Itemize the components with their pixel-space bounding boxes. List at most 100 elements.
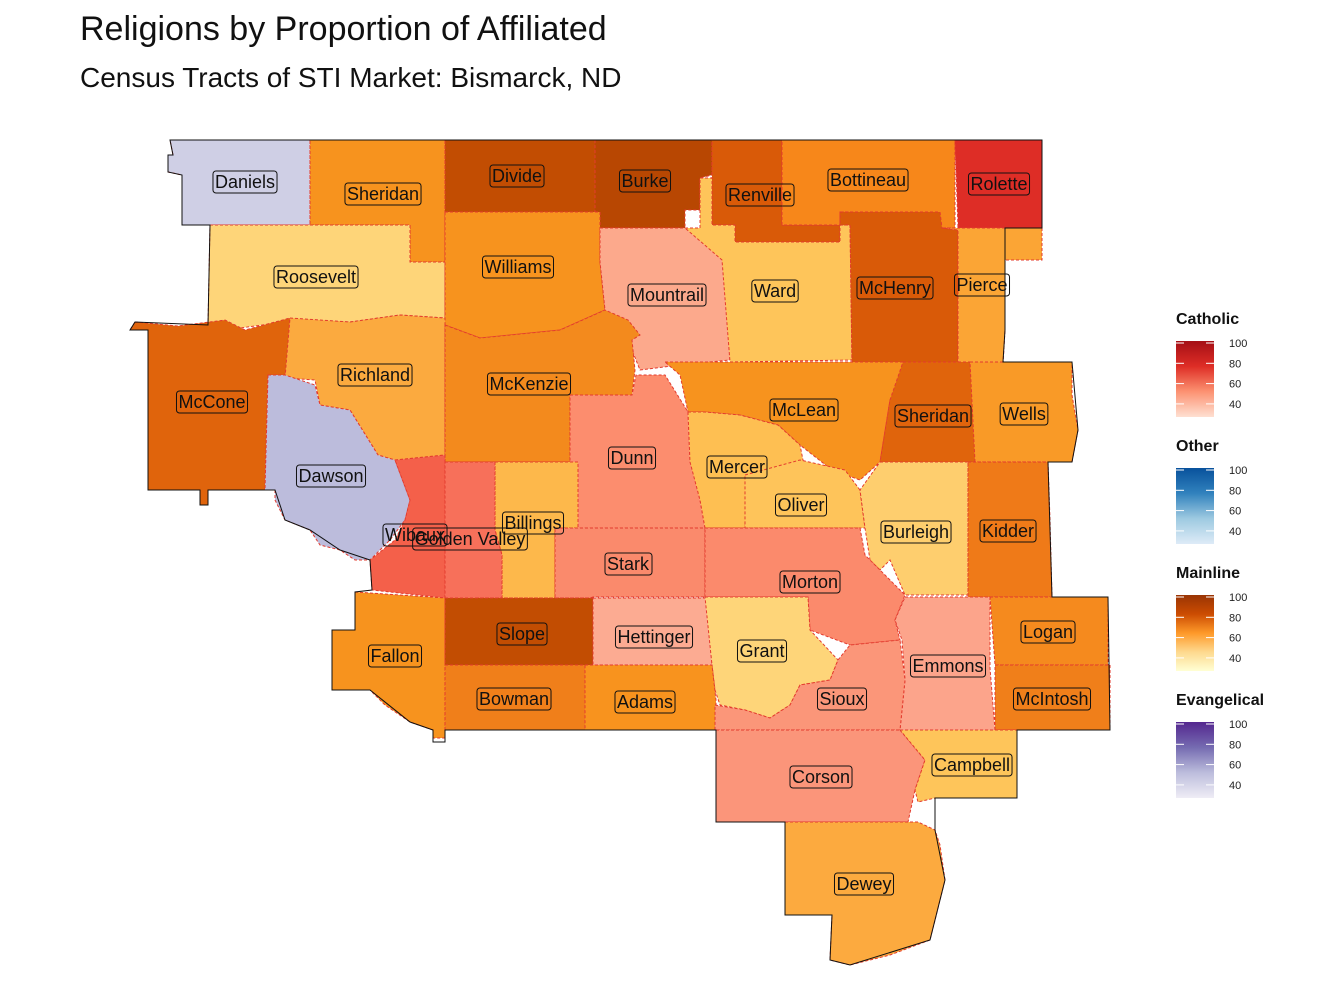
label-box-hettinger: [614, 625, 694, 649]
label-box-pierce: [953, 273, 1011, 297]
region-outline: [129, 139, 1111, 966]
label-dawson: Dawson: [295, 464, 367, 488]
label-box-roosevelt: [273, 265, 359, 289]
label-box-dunn: [607, 446, 657, 470]
label-dunn: Dunn: [607, 446, 657, 470]
legend-tick-label: 40: [1229, 526, 1241, 538]
label-wells: Wells: [999, 402, 1049, 426]
county-sioux: [714, 639, 906, 731]
county-campbell: [898, 729, 1018, 803]
county-labels: Daniels Sheridan Divide Burke Renville Bottin…: [175, 164, 1092, 896]
legend-tick-label: 100: [1229, 592, 1247, 604]
label-williams: Williams: [482, 255, 554, 279]
county-name-kidder: Kidder: [982, 521, 1034, 541]
label-dewey: Dewey: [833, 872, 895, 896]
county-name-dawson: Dawson: [298, 466, 363, 486]
legend-tick-label: 80: [1229, 739, 1241, 751]
county-name-sioux: Sioux: [819, 689, 864, 709]
label-divide: Divide: [489, 164, 545, 188]
county-name-campbell: Campbell: [934, 755, 1010, 775]
county-name-roosevelt: Roosevelt: [276, 267, 356, 287]
county-name-mckenzie: McKenzie: [489, 374, 568, 394]
county-name-pierce: Pierce: [956, 275, 1007, 295]
legend: Catholic 100 80 60 40 Other 100 80 60 40 Mainline 1…: [1176, 311, 1264, 798]
label-bowman: Bowman: [476, 687, 552, 711]
legend-colorbar-evangelical: [1176, 722, 1214, 798]
county-roosevelt: [207, 224, 446, 329]
legend-tick-label: 40: [1229, 780, 1241, 792]
county-mccone: [129, 317, 291, 506]
label-stark: Stark: [604, 552, 653, 576]
label-logan: Logan: [1020, 620, 1076, 644]
label-box-golden-valley: [412, 527, 528, 551]
label-box-fallon: [367, 644, 423, 668]
label-box-campbell: [931, 753, 1013, 777]
legend-tick-label: 60: [1229, 506, 1241, 518]
county-name-adams: Adams: [617, 692, 673, 712]
label-emmons: Emmons: [909, 654, 987, 678]
county-polygons: [129, 139, 1111, 966]
legend-title-catholic: Catholic: [1176, 311, 1239, 328]
label-campbell: Campbell: [931, 753, 1013, 777]
county-burleigh: [859, 461, 969, 596]
label-box-wibaux: [382, 523, 448, 547]
county-corson: [715, 729, 926, 823]
county-name-richland: Richland: [340, 365, 410, 385]
label-pierce: Pierce: [953, 273, 1011, 297]
label-box-williams: [482, 255, 554, 279]
label-box-burke: [618, 169, 672, 193]
county-name-mccone: McCone: [178, 392, 245, 412]
label-box-dawson: [295, 464, 367, 488]
label-burke: Burke: [618, 169, 672, 193]
label-box-wells: [999, 402, 1049, 426]
label-box-mountrail: [627, 283, 707, 307]
county-name-stark: Stark: [607, 554, 650, 574]
legend-tick-label: 40: [1229, 653, 1241, 665]
legend-tick-label: 100: [1229, 465, 1247, 477]
county-name-divide: Divide: [492, 166, 542, 186]
legend-tick-label: 100: [1229, 719, 1247, 731]
county-name-mclean: McLean: [772, 400, 836, 420]
label-morton: Morton: [779, 570, 841, 594]
county-name-grant: Grant: [739, 641, 784, 661]
label-box-sheridan: [344, 182, 422, 206]
label-mclean: McLean: [769, 398, 839, 422]
legend-tick-label: 60: [1229, 633, 1241, 645]
label-box-mclean: [769, 398, 839, 422]
county-name-williams: Williams: [485, 257, 552, 277]
label-box-billings: [501, 511, 565, 535]
label-sioux: Sioux: [816, 687, 868, 711]
county-name-dunn: Dunn: [610, 448, 653, 468]
label-box-ward: [751, 279, 799, 303]
label-ward: Ward: [751, 279, 799, 303]
label-box-corson: [789, 765, 853, 789]
county-name-sheridan: Sheridan: [347, 184, 419, 204]
county-name-mchenry: McHenry: [859, 278, 931, 298]
label-box-renville: [725, 183, 795, 207]
label-box-sheridan: [894, 404, 972, 428]
county-mercer: [687, 411, 806, 529]
label-bottineau: Bottineau: [827, 168, 909, 192]
county-name-corson: Corson: [792, 767, 850, 787]
label-adams: Adams: [614, 690, 676, 714]
county-name-wells: Wells: [1002, 404, 1046, 424]
legend-tick-label: 40: [1229, 399, 1241, 411]
label-daniels: Daniels: [212, 170, 278, 194]
label-mercer: Mercer: [706, 455, 768, 479]
label-box-bowman: [476, 687, 552, 711]
county-name-emmons: Emmons: [912, 656, 983, 676]
legend-tick-label: 80: [1229, 612, 1241, 624]
label-box-adams: [614, 690, 676, 714]
county-bottineau: [781, 139, 956, 229]
county-name-golden-valley: Golden Valley: [415, 529, 526, 549]
county-name-bottineau: Bottineau: [830, 170, 906, 190]
legend-title-other: Other: [1176, 438, 1219, 455]
legend-tick-label: 100: [1229, 338, 1247, 350]
label-kidder: Kidder: [979, 519, 1037, 543]
label-sheridan: Sheridan: [894, 404, 972, 428]
legend-title-evangelical: Evangelical: [1176, 692, 1264, 709]
label-box-morton: [779, 570, 841, 594]
legend-tick-label: 80: [1229, 358, 1241, 370]
label-box-rolette: [967, 172, 1031, 196]
